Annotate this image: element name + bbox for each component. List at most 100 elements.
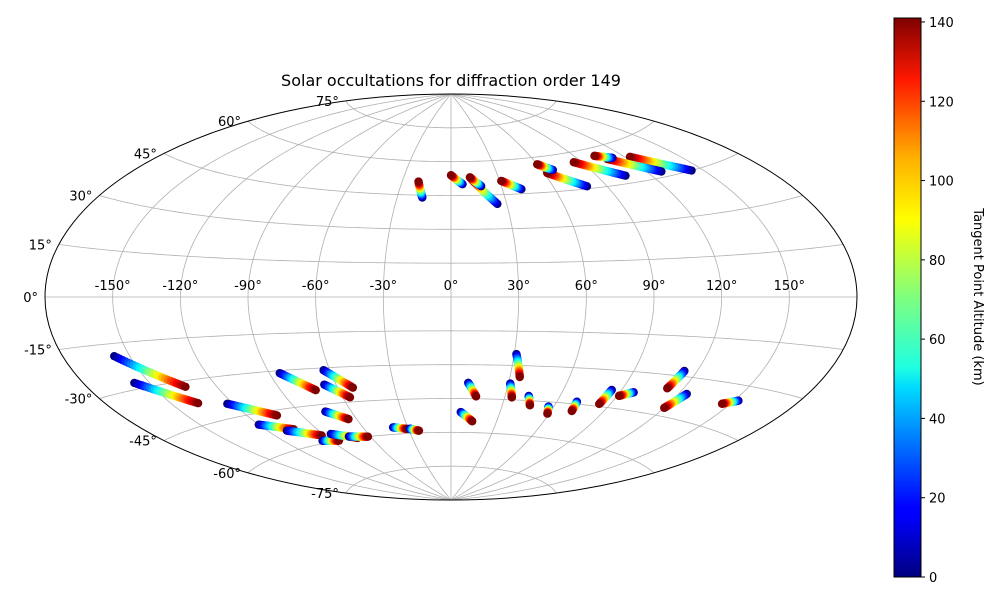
- track-point: [348, 383, 358, 392]
- parallel-gridline: [345, 100, 557, 129]
- track-point: [625, 152, 635, 162]
- track-point: [569, 158, 579, 167]
- track-point: [471, 392, 481, 401]
- track-point: [717, 399, 727, 408]
- occultation-track: [590, 151, 617, 163]
- longitude-tick-label: 120°: [706, 279, 737, 294]
- longitude-tick-label: 60°: [575, 279, 598, 294]
- colorbar-tick-label: 0: [929, 571, 937, 586]
- latitude-tick-label: -45°: [129, 435, 157, 450]
- occultation-track: [512, 349, 524, 382]
- occultation-track: [497, 176, 526, 194]
- latitude-tick-label: 15°: [29, 238, 52, 253]
- colorbar-tick-label: 40: [929, 412, 946, 427]
- occultation-track: [275, 368, 320, 395]
- colorbar-tick-label: 80: [929, 254, 946, 269]
- latitude-tick-label: 0°: [23, 291, 38, 306]
- track-point: [567, 406, 576, 416]
- track-point: [181, 382, 190, 391]
- track-point: [532, 160, 542, 169]
- track-point: [595, 399, 604, 409]
- occultation-track: [456, 407, 477, 426]
- occultation-tracks: [110, 151, 743, 446]
- occultation-track: [319, 366, 358, 392]
- latitude-tick-label: -30°: [65, 393, 93, 408]
- occultation-track: [543, 402, 553, 418]
- occultation-track: [405, 424, 424, 435]
- latitude-tick-label: 30°: [69, 190, 92, 205]
- colorbar: 0 20 40 60 80 100 120 140 Tangent Point Altitud…: [893, 16, 985, 586]
- track-point: [497, 176, 506, 186]
- occultation-track: [567, 397, 582, 416]
- colorbar-tick-label: 100: [929, 175, 954, 190]
- track-point: [272, 411, 282, 420]
- occultation-track: [110, 351, 190, 391]
- occultation-track: [625, 152, 696, 175]
- colorbar-gradient: [893, 17, 922, 578]
- occultation-track: [717, 396, 743, 408]
- parallel-gridline: [58, 330, 844, 350]
- occultation-track: [446, 171, 467, 189]
- track-point: [193, 398, 203, 408]
- graticule: [45, 94, 857, 500]
- occultation-track: [130, 378, 203, 408]
- track-point: [660, 403, 669, 413]
- longitude-tick-label: 0°: [444, 279, 459, 294]
- occultation-track: [344, 432, 373, 441]
- occultation-track: [464, 378, 481, 401]
- occultation-track: [321, 407, 353, 424]
- longitude-tick-label: 150°: [774, 279, 805, 294]
- track-point: [507, 393, 517, 402]
- latitude-tick-label: 45°: [134, 147, 157, 162]
- map-border: [44, 93, 858, 501]
- longitude-tick-label: -90°: [234, 279, 262, 294]
- longitude-tick-label: -150°: [95, 279, 131, 294]
- parallel-gridline: [163, 153, 739, 196]
- occultation-track: [663, 366, 689, 393]
- latitude-tick-label: 60°: [218, 115, 241, 130]
- track-point: [414, 426, 424, 435]
- occultation-track: [569, 158, 630, 180]
- longitude-tick-label: -120°: [162, 279, 198, 294]
- track-point: [543, 409, 552, 418]
- track-point: [345, 393, 355, 402]
- occultation-track: [614, 388, 638, 401]
- latitude-tick-label: -75°: [311, 487, 339, 502]
- longitude-tick-label: -60°: [302, 279, 330, 294]
- longitude-tick-label: -30°: [369, 279, 397, 294]
- occultation-track: [532, 160, 558, 175]
- colorbar-label: Tangent Point Altitude (km): [970, 207, 985, 385]
- parallel-gridline: [99, 195, 803, 230]
- track-point: [311, 385, 320, 395]
- latitude-tick-label: -60°: [213, 467, 241, 482]
- parallel-gridline: [58, 244, 844, 264]
- track-point: [590, 151, 599, 161]
- longitude-tick-label: 30°: [507, 279, 530, 294]
- parallel-gridline: [99, 364, 803, 399]
- occultation-track: [223, 399, 282, 420]
- longitude-tick-label: 90°: [642, 279, 665, 294]
- occultation-track: [595, 385, 616, 409]
- track-point: [465, 173, 475, 182]
- parallel-gridline: [345, 465, 557, 494]
- track-point: [414, 177, 423, 186]
- track-point: [525, 401, 535, 410]
- parallel-gridline: [247, 120, 655, 163]
- occultation-track: [660, 389, 691, 413]
- occultation-track: [320, 380, 355, 402]
- colorbar-tick-label: 140: [929, 16, 954, 31]
- occultation-track: [465, 173, 486, 191]
- longitude-tick-labels: -150° -120° -90° -60° -30° 0° 30° 60° 90° 120° 150…: [95, 279, 805, 294]
- chart-title: Solar occultations for diffraction order…: [281, 71, 621, 90]
- track-point: [446, 171, 456, 180]
- colorbar-ticks: 0 20 40 60 80 100 120 140: [921, 16, 954, 586]
- colorbar-tick-label: 20: [929, 492, 946, 507]
- track-point: [344, 414, 353, 424]
- track-point: [515, 372, 524, 382]
- colorbar-tick-label: 60: [929, 333, 946, 348]
- track-point: [663, 384, 672, 393]
- occultation-track: [414, 177, 427, 202]
- latitude-tick-label: -15°: [24, 344, 52, 359]
- track-point: [468, 417, 477, 426]
